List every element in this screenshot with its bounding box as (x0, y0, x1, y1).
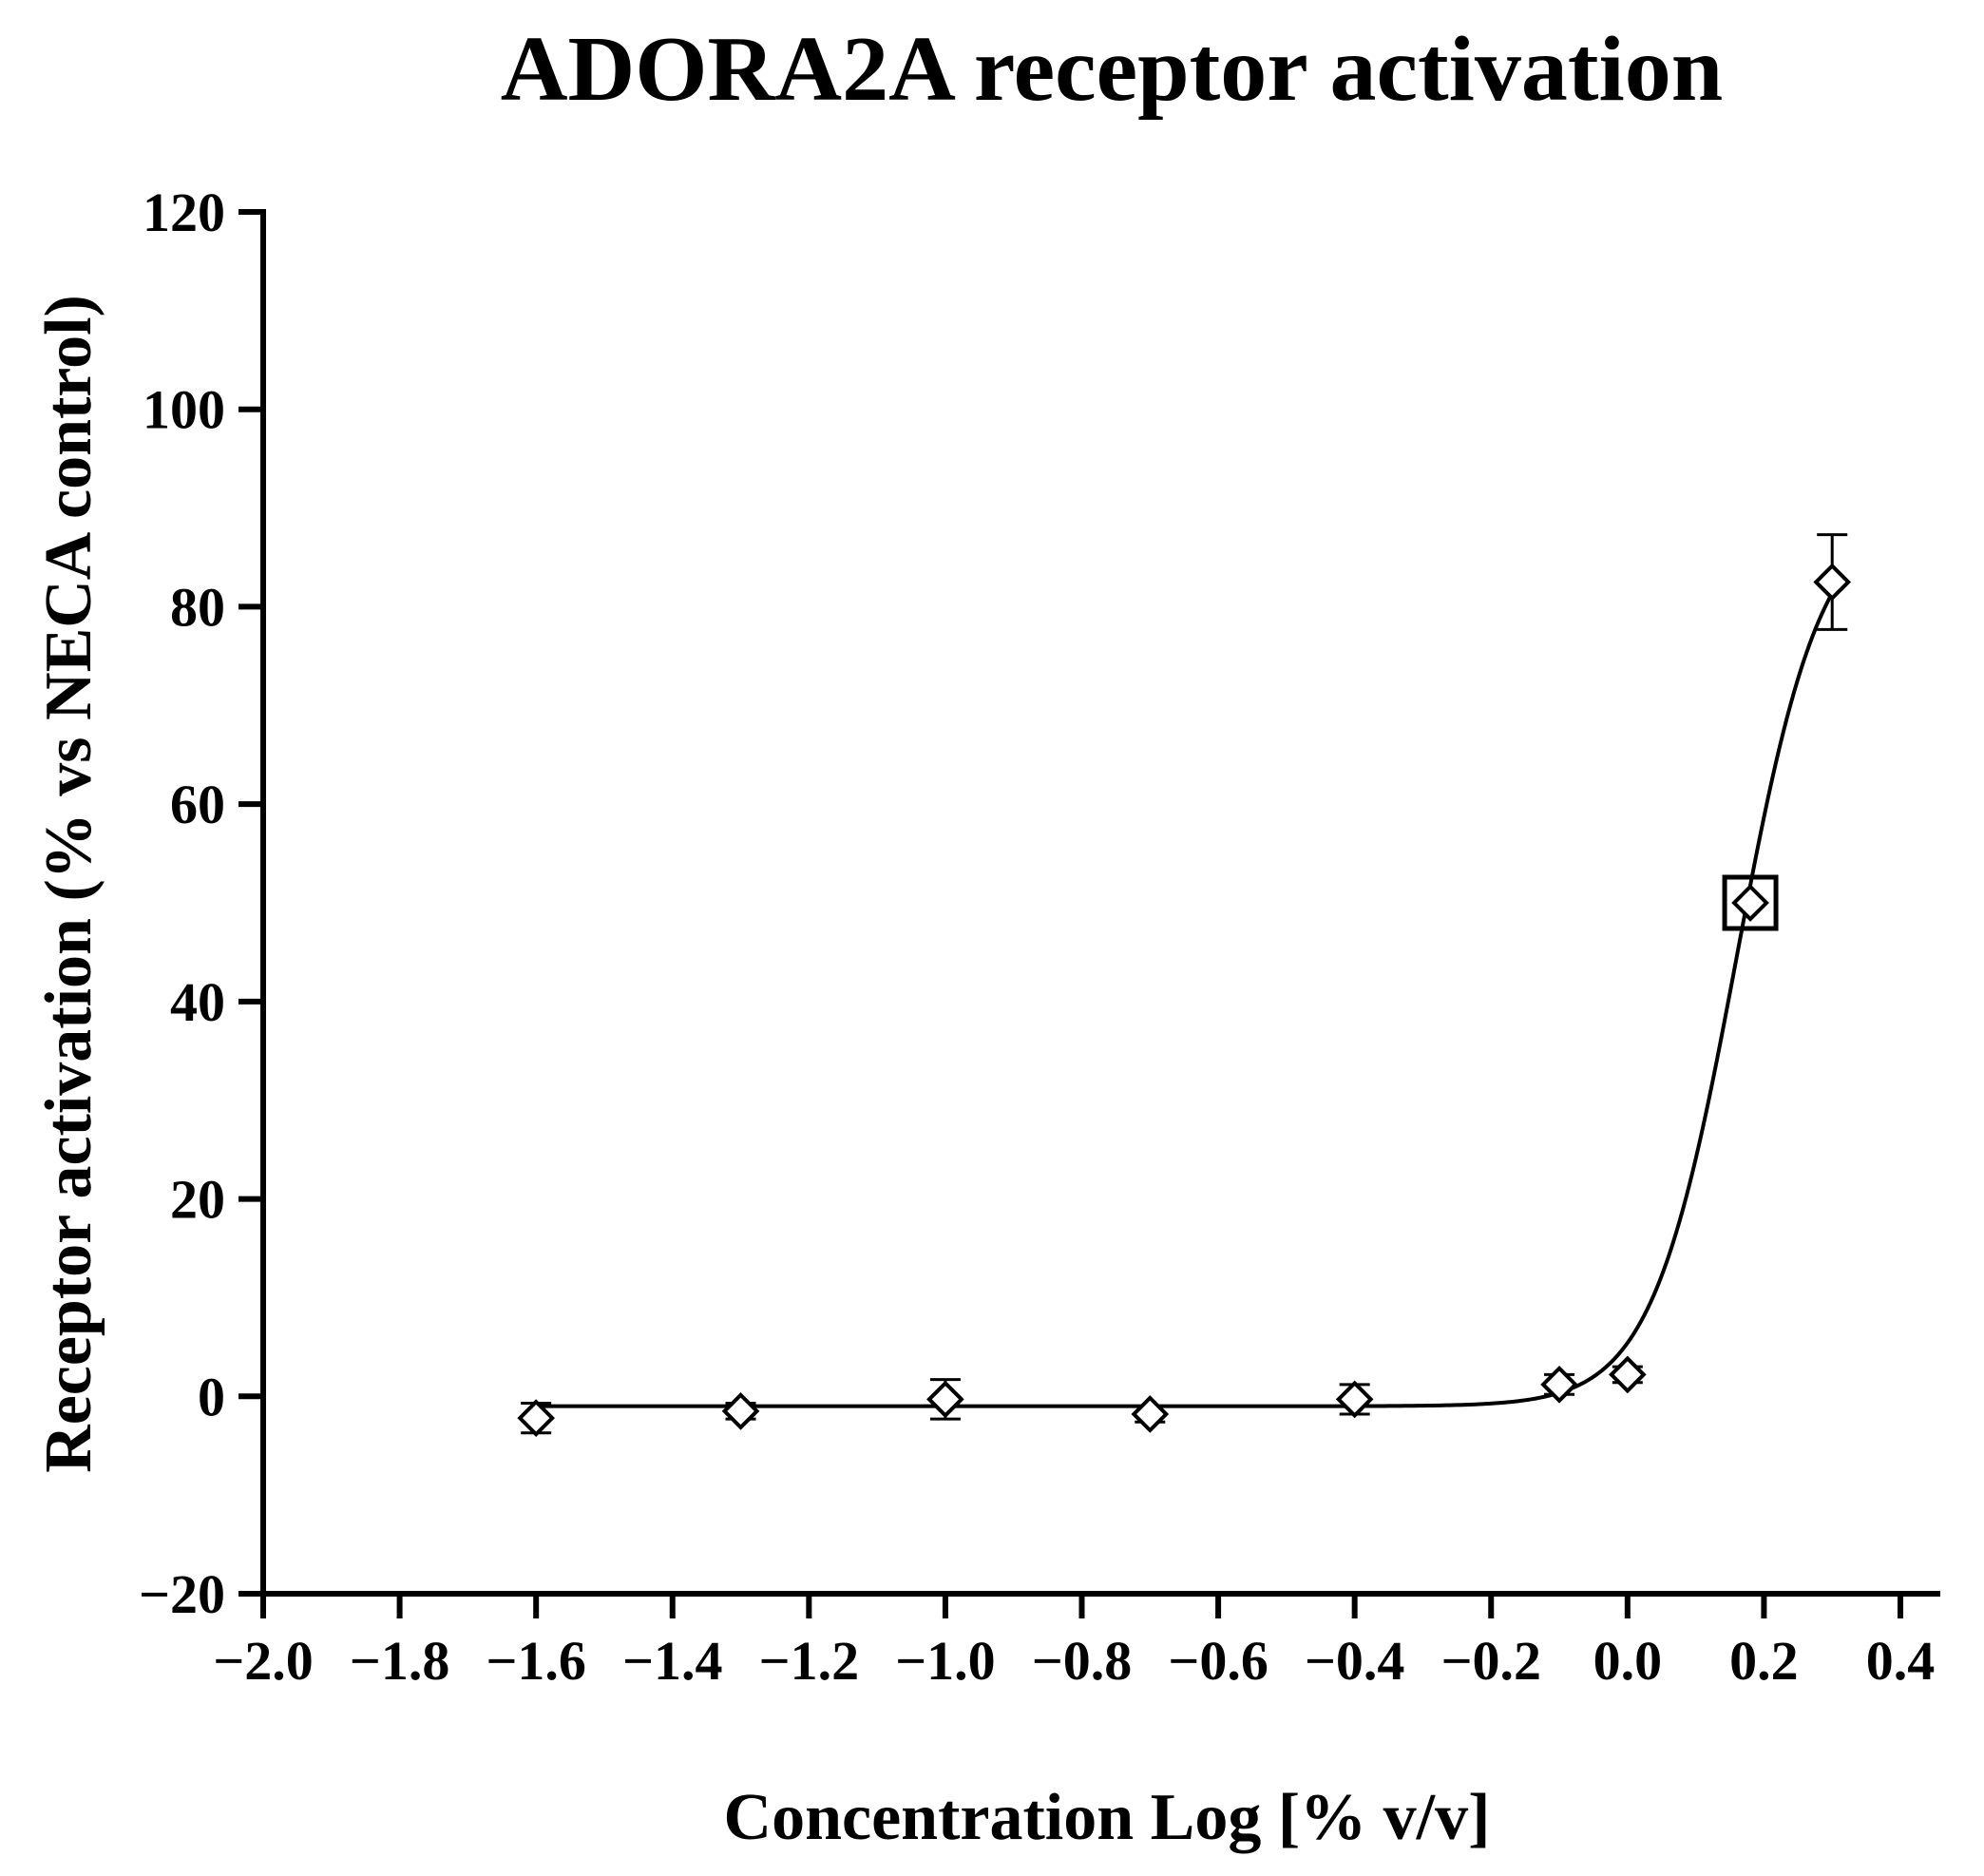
y-tick-label: 0 (198, 1366, 225, 1427)
x-tick-label: −1.0 (895, 1630, 996, 1692)
y-tick-label: 80 (170, 576, 225, 638)
x-tick-label: −0.8 (1032, 1630, 1133, 1692)
data-point-diamond (1131, 1395, 1170, 1433)
x-tick-label: −0.6 (1168, 1630, 1269, 1692)
x-tick-label: −1.4 (622, 1630, 723, 1692)
x-tick-label: 0.0 (1593, 1630, 1663, 1692)
y-tick-label: 100 (143, 379, 225, 441)
y-tick-label: 40 (170, 971, 225, 1033)
error-bars (521, 533, 1848, 1435)
x-tick-label: −1.8 (350, 1630, 450, 1692)
x-ticks: −2.0 −1.8 −1.6 −1.4 −1.2 −1.0 −0.8 −0.6 −0.4 −0.2… (213, 1594, 1935, 1692)
data-point-diamond (1813, 563, 1852, 602)
data-point-diamond (517, 1399, 555, 1437)
y-ticks: −20 0 20 40 60 80 100 120 (139, 182, 263, 1625)
x-tick-label: 0.4 (1866, 1630, 1936, 1692)
data-point-diamond (1335, 1380, 1374, 1419)
x-tick-label: 0.2 (1729, 1630, 1799, 1692)
data-point-diamond (1540, 1365, 1578, 1404)
fit-curve (536, 592, 1834, 1408)
y-tick-label: 60 (170, 774, 225, 835)
data-points (517, 563, 1852, 1437)
highlight-box (1722, 874, 1779, 931)
data-point-diamond (1731, 884, 1769, 922)
y-tick-label: −20 (139, 1563, 225, 1625)
data-point-diamond (926, 1380, 964, 1419)
x-axis-label: Concentration Log [% v/v] (724, 1781, 1491, 1854)
x-tick-label: −1.6 (486, 1630, 586, 1692)
x-tick-label: −0.4 (1305, 1630, 1405, 1692)
x-tick-label: −2.0 (213, 1630, 314, 1692)
y-axis-label: Receptor activation (% vs NECA control) (32, 295, 105, 1473)
x-tick-label: −1.2 (759, 1630, 860, 1692)
data-point-diamond (721, 1392, 760, 1430)
data-point-diamond (1609, 1355, 1647, 1394)
y-tick-label: 120 (143, 182, 225, 243)
x-tick-label: −0.2 (1440, 1630, 1541, 1692)
y-tick-label: 20 (170, 1169, 225, 1231)
chart-title: ADORA2A receptor activation (501, 18, 1724, 121)
